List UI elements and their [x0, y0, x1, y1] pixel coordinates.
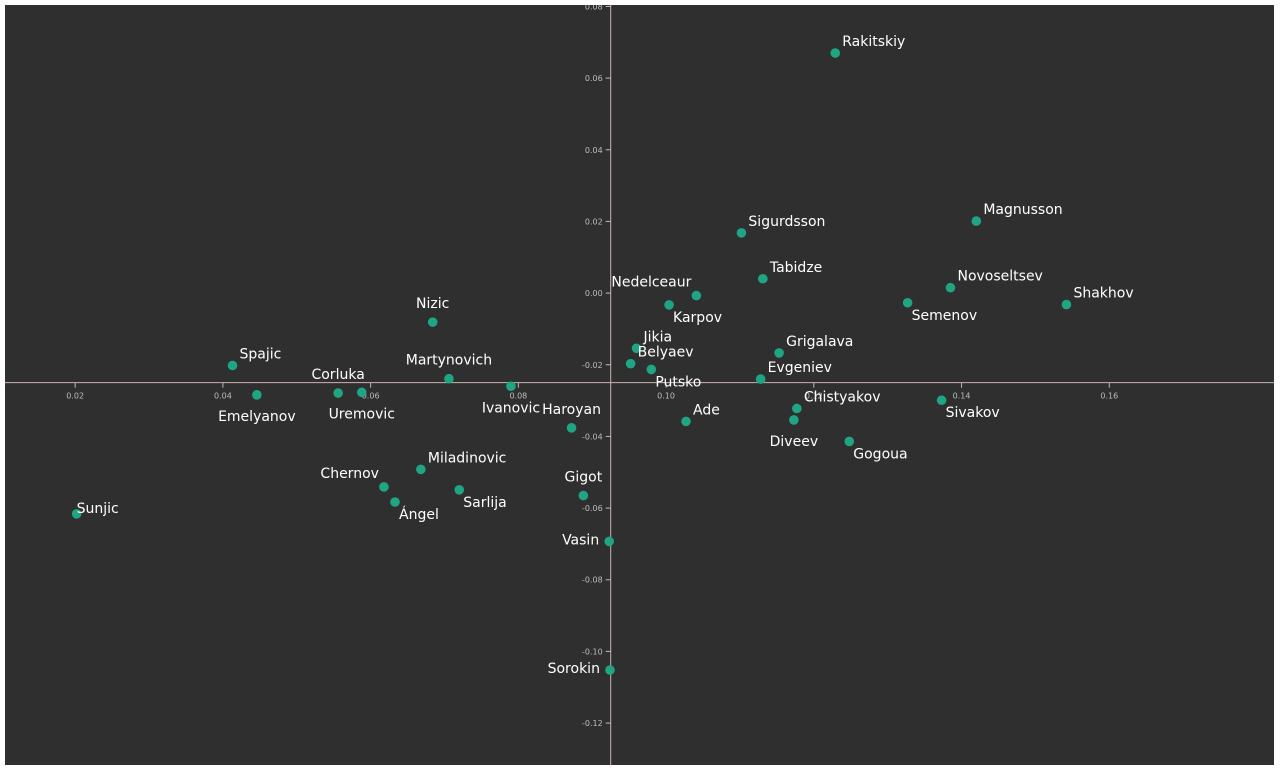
scatter-point — [625, 358, 636, 369]
point-label: Ivanovic — [482, 400, 540, 416]
scatter-point — [902, 297, 913, 308]
point-label: Nizic — [416, 296, 449, 312]
point-label: Grigalava — [786, 334, 853, 350]
point-label: Tabidze — [769, 260, 822, 276]
point-label: Gigot — [565, 470, 603, 486]
point-label: Shakhov — [1073, 286, 1133, 302]
point-label: Jikia — [643, 329, 673, 345]
point-label: Spajic — [240, 346, 282, 362]
scatter-point — [390, 497, 400, 507]
scatter-point — [945, 282, 956, 293]
y-tick-label: 0.04 — [585, 146, 603, 155]
x-tick-label: 0.12 — [805, 392, 823, 401]
scatter-point — [427, 317, 438, 327]
scatter-point — [646, 364, 657, 375]
point-label: Haroyan — [542, 402, 601, 418]
scatter-point — [444, 373, 454, 384]
point-label: Belyaev — [638, 345, 694, 361]
scatter-point — [792, 403, 802, 414]
scatter-point — [736, 228, 747, 238]
x-tick-label: 0.06 — [362, 392, 380, 401]
axes: 0.02 0.04 0.06 0.08 0.10 0.12 0.14 0.16 0.08 0.06… — [5, 5, 1274, 765]
y-tick-label: -0.04 — [582, 432, 603, 441]
point-label: Magnusson — [983, 202, 1062, 218]
scatter-point — [578, 490, 589, 501]
scatter-point — [566, 423, 577, 433]
point-label: Karpov — [673, 310, 722, 326]
scatter-point — [755, 374, 766, 384]
point-label: Ade — [693, 402, 720, 418]
point-label: Emelyanov — [218, 409, 296, 425]
scatter-point — [971, 216, 982, 226]
x-tick-label: 0.08 — [509, 392, 527, 401]
scatter-point — [774, 348, 784, 358]
point-label: Putsko — [655, 374, 701, 390]
point-label: Gogoua — [853, 446, 907, 462]
point-label: Rakitskiy — [842, 34, 905, 50]
point-label: Sigurdsson — [748, 214, 825, 230]
scatter-point — [691, 290, 702, 301]
point-label: Novoseltsev — [957, 269, 1042, 285]
point-label: Semenov — [912, 308, 977, 324]
point-label: Chistyakov — [804, 389, 881, 405]
point-label: Chernov — [320, 466, 379, 482]
point-label: Martynovich — [406, 353, 492, 369]
y-tick-label: 0.06 — [585, 74, 603, 83]
scatter-chart: 0.02 0.04 0.06 0.08 0.10 0.12 0.14 0.16 0.08 0.06… — [5, 5, 1274, 765]
points: Rakitskiy Magnusson Sigurdsson Tabidze Novos… — [71, 34, 1134, 677]
point-label: Sorokin — [548, 661, 600, 677]
scatter-point — [333, 388, 343, 398]
y-tick-label: -0.08 — [582, 576, 603, 585]
point-label: Sivakov — [946, 405, 1000, 421]
scatter-point — [789, 415, 799, 425]
scatter-point — [758, 273, 768, 284]
scatter-point — [252, 390, 262, 400]
x-tick-label: 0.04 — [214, 392, 232, 401]
scatter-point — [604, 536, 615, 547]
point-label: Miladinovic — [428, 450, 507, 466]
scatter-point — [936, 395, 947, 406]
point-label: Ángel — [399, 506, 439, 523]
scatter-point — [830, 48, 841, 58]
scatter-point — [227, 360, 238, 371]
x-tick-label: 0.14 — [953, 392, 971, 401]
scatter-point — [664, 300, 674, 310]
y-tick-label: 0.02 — [585, 217, 603, 226]
scatter-point — [1061, 299, 1072, 310]
point-label: Diveev — [770, 434, 818, 450]
point-label: Corluka — [311, 367, 364, 383]
scatter-point — [506, 381, 516, 392]
scatter-point — [71, 509, 82, 519]
scatter-point — [379, 482, 389, 492]
point-label: Nedelceaur — [611, 275, 691, 291]
y-tick-label: -0.02 — [582, 361, 603, 370]
y-tick-label: -0.10 — [582, 647, 603, 656]
point-label: Sarlija — [463, 495, 506, 511]
scatter-point — [681, 416, 691, 427]
x-tick-label: 0.02 — [66, 392, 84, 401]
x-tick-label: 0.10 — [657, 392, 675, 401]
point-label: Sunjic — [77, 501, 119, 517]
point-label: Evgeniev — [768, 360, 832, 376]
y-tick-label: 0.08 — [585, 5, 603, 11]
scatter-point — [605, 665, 615, 675]
point-label: Uremovic — [329, 406, 395, 422]
y-tick-label: -0.12 — [582, 719, 603, 728]
y-tick-label: 0.00 — [585, 289, 603, 298]
scatter-point — [844, 436, 855, 447]
y-tick-label: -0.06 — [582, 504, 603, 513]
x-tick-label: 0.16 — [1100, 392, 1118, 401]
scatter-point — [416, 464, 426, 475]
chart-svg: 0.02 0.04 0.06 0.08 0.10 0.12 0.14 0.16 0.08 0.06… — [5, 5, 1274, 765]
scatter-point — [356, 387, 367, 398]
scatter-point — [631, 343, 642, 354]
scatter-point — [454, 485, 465, 495]
point-label: Vasin — [562, 532, 599, 548]
